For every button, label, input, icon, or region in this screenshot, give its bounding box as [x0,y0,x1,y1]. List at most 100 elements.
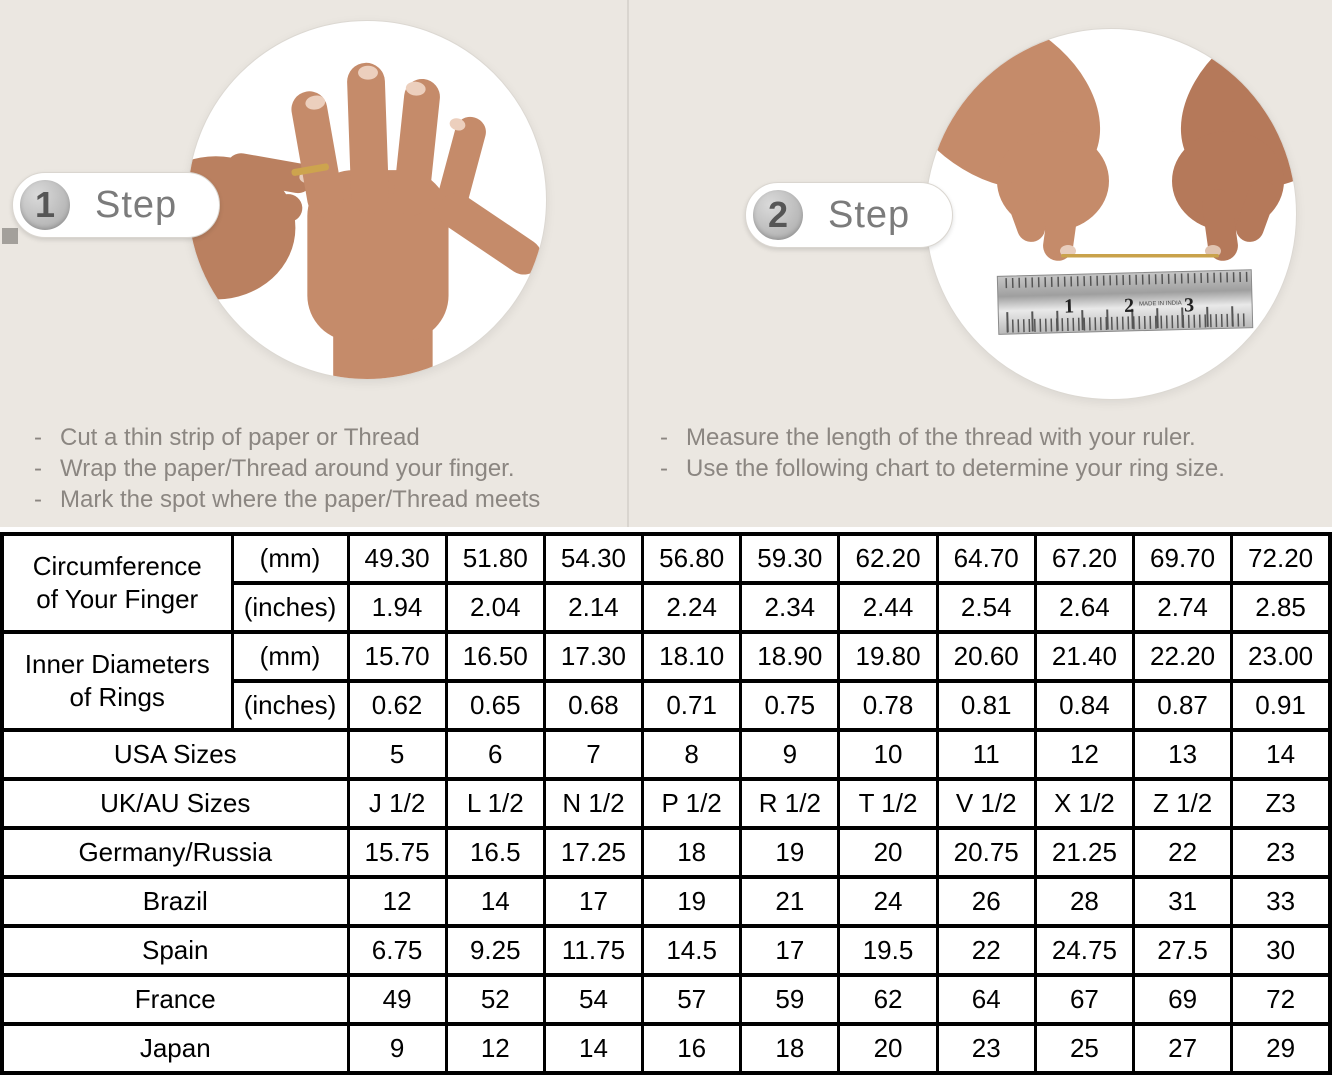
value-cell: 0.84 [1033,679,1136,732]
value-cell: 9 [739,728,841,781]
value-cell: 49 [346,973,448,1026]
instruction-line: Mark the spot where the paper/Thread mee… [34,484,626,515]
value-cell: T 1/2 [837,777,939,830]
row-label-cell: USA Sizes [0,728,350,781]
value-cell: 17.30 [542,630,645,683]
value-cell: 2.74 [1131,581,1234,634]
value-cell: 0.87 [1131,679,1234,732]
panel-divider [627,0,629,527]
value-cell: 54.30 [542,532,645,585]
value-cell: 6.75 [346,924,448,977]
table-row: Brazil 12 14 17 19 21 24 26 28 31 33 [0,875,1332,928]
value-cell: 15.75 [346,826,448,879]
value-cell: 59 [739,973,841,1026]
instruction-line: Wrap the paper/Thread around your finger… [34,453,626,484]
value-cell: 14.5 [641,924,743,977]
value-cell: 24 [837,875,939,928]
row-label-cell: Japan [0,1022,350,1075]
ring-size-table-body: Circumference of Your Finger (mm) 49.30 51.8… [0,532,1332,1075]
value-cell: V 1/2 [935,777,1037,830]
value-cell: 1.94 [346,581,448,634]
value-cell: 33 [1230,875,1332,928]
value-cell: 2.34 [739,581,841,634]
unit-cell: (inches) [230,581,350,634]
value-cell: 14 [1230,728,1332,781]
value-cell: 72 [1230,973,1332,1026]
value-cell: 62 [837,973,939,1026]
value-cell: 13 [1131,728,1234,781]
value-cell: 9.25 [444,924,546,977]
value-cell: 29 [1230,1022,1332,1075]
instruction-line: Measure the length of the thread with yo… [660,422,1328,453]
value-cell: 12 [1033,728,1136,781]
value-cell: 23 [1230,826,1332,879]
ruler-number: 2 [1124,295,1135,317]
step-1-photo [187,20,547,380]
value-cell: 23 [935,1022,1037,1075]
value-cell: 2.14 [542,581,645,634]
value-cell: 0.68 [542,679,645,732]
value-cell: 21 [739,875,841,928]
value-cell: N 1/2 [542,777,645,830]
value-cell: 20.75 [935,826,1037,879]
value-cell: 59.30 [739,532,841,585]
value-cell: R 1/2 [739,777,841,830]
step-2-instructions: Measure the length of the thread with yo… [660,422,1328,484]
value-cell: 11 [935,728,1037,781]
value-cell: 72.20 [1230,532,1332,585]
value-cell: 2.44 [837,581,939,634]
value-cell: 2.85 [1230,581,1332,634]
value-cell: 49.30 [346,532,448,585]
value-cell: 8 [641,728,743,781]
value-cell: 16 [641,1022,743,1075]
ruler-number: 1 [1064,295,1075,317]
unit-cell: (mm) [230,532,350,585]
table-row: (inches) 1.94 2.04 2.14 2.24 2.34 2.44 2.54 2.64… [2,581,1332,634]
value-cell: 6 [444,728,546,781]
value-cell: P 1/2 [641,777,743,830]
value-cell: L 1/2 [444,777,546,830]
table-row: Inner Diameters of Rings (mm) 15.70 16.50 17.… [0,630,1332,732]
value-cell: 23.00 [1230,630,1332,683]
value-cell: 17.25 [542,826,645,879]
value-cell: 0.78 [837,679,939,732]
value-cell: 30 [1230,924,1332,977]
unit-cell: (mm) [230,630,350,683]
row-group-label: Circumference of Your Finger [0,532,234,634]
value-cell: 18.90 [739,630,841,683]
table-row: USA Sizes 5 6 7 8 9 10 11 12 13 14 [0,728,1332,781]
value-cell: 12 [346,875,448,928]
value-cell: 18 [641,826,743,879]
table-row: France 49 52 54 57 59 62 64 67 69 72 [0,973,1332,1026]
value-cell: 0.75 [739,679,841,732]
value-cell: 0.91 [1230,679,1332,732]
value-cell: 9 [346,1022,448,1075]
ruler-brand-text: MADE IN INDIA [1139,301,1182,308]
gold-thread [1061,254,1219,258]
step-2-number: 2 [750,187,806,243]
value-cell: 10 [837,728,939,781]
hand-with-ring-illustration [188,62,542,379]
value-cell: 69.70 [1131,532,1234,585]
value-cell: 22 [1131,826,1234,879]
table-row: Germany/Russia 15.75 16.5 17.25 18 19 20 20.75 2… [0,826,1332,879]
value-cell: 22.20 [1131,630,1234,683]
value-cell: 54 [542,973,645,1026]
value-cell: X 1/2 [1033,777,1136,830]
badge-ribbon-fold [2,228,18,244]
value-cell: Z 1/2 [1131,777,1234,830]
value-cell: 20.60 [935,630,1037,683]
step-2-badge: 2 Step [745,182,954,248]
value-cell: J 1/2 [346,777,448,830]
step-1-instructions: Cut a thin strip of paper or Thread Wrap… [34,422,626,515]
row-label-cell: France [0,973,350,1026]
value-cell: 67.20 [1033,532,1136,585]
table-row: Circumference of Your Finger (mm) 49.30 51.8… [0,532,1332,634]
instruction-line: Use the following chart to determine you… [660,453,1328,484]
value-cell: 21.25 [1033,826,1136,879]
value-cell: 31 [1131,875,1234,928]
value-cell: 27.5 [1131,924,1234,977]
value-cell: 0.62 [346,679,448,732]
value-cell: 20 [837,1022,939,1075]
value-cell: 27 [1131,1022,1234,1075]
